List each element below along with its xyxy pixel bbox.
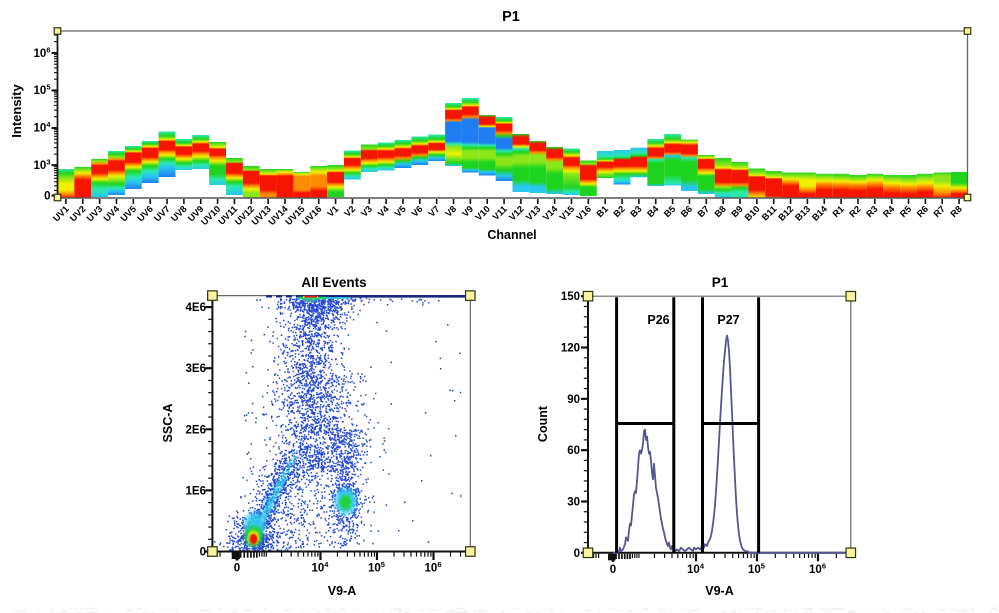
svg-text:106: 106: [34, 46, 51, 61]
svg-text:V9-A: V9-A: [328, 584, 356, 598]
svg-text:60: 60: [567, 445, 580, 457]
svg-text:4E6: 4E6: [186, 302, 206, 314]
svg-text:1E6: 1E6: [186, 485, 206, 497]
svg-text:Count: Count: [536, 405, 550, 442]
svg-text:Intensity: Intensity: [9, 84, 24, 138]
svg-text:150: 150: [561, 291, 580, 303]
svg-text:106: 106: [809, 561, 826, 576]
svg-text:106: 106: [425, 560, 442, 575]
svg-text:P27: P27: [717, 313, 739, 327]
svg-text:0: 0: [610, 564, 616, 576]
svg-text:103: 103: [34, 158, 51, 173]
svg-text:105: 105: [34, 83, 51, 98]
svg-text:All Events: All Events: [301, 275, 366, 290]
svg-text:105: 105: [368, 560, 385, 575]
svg-text:SSC-A: SSC-A: [161, 404, 175, 443]
svg-text:30: 30: [567, 497, 580, 509]
svg-text:P26: P26: [647, 313, 669, 327]
svg-text:90: 90: [567, 394, 580, 406]
svg-text:P1: P1: [502, 9, 520, 25]
svg-text:105: 105: [748, 561, 765, 576]
svg-text:0: 0: [234, 563, 240, 575]
svg-text:0: 0: [44, 191, 50, 203]
svg-text:0: 0: [574, 548, 580, 560]
svg-text:120: 120: [561, 343, 580, 355]
svg-text:0: 0: [200, 547, 206, 559]
svg-text:P1: P1: [712, 275, 729, 290]
svg-text:Channel: Channel: [487, 228, 536, 242]
svg-text:V9-A: V9-A: [705, 584, 733, 598]
svg-text:3E6: 3E6: [186, 363, 206, 375]
svg-text:2E6: 2E6: [186, 424, 206, 436]
